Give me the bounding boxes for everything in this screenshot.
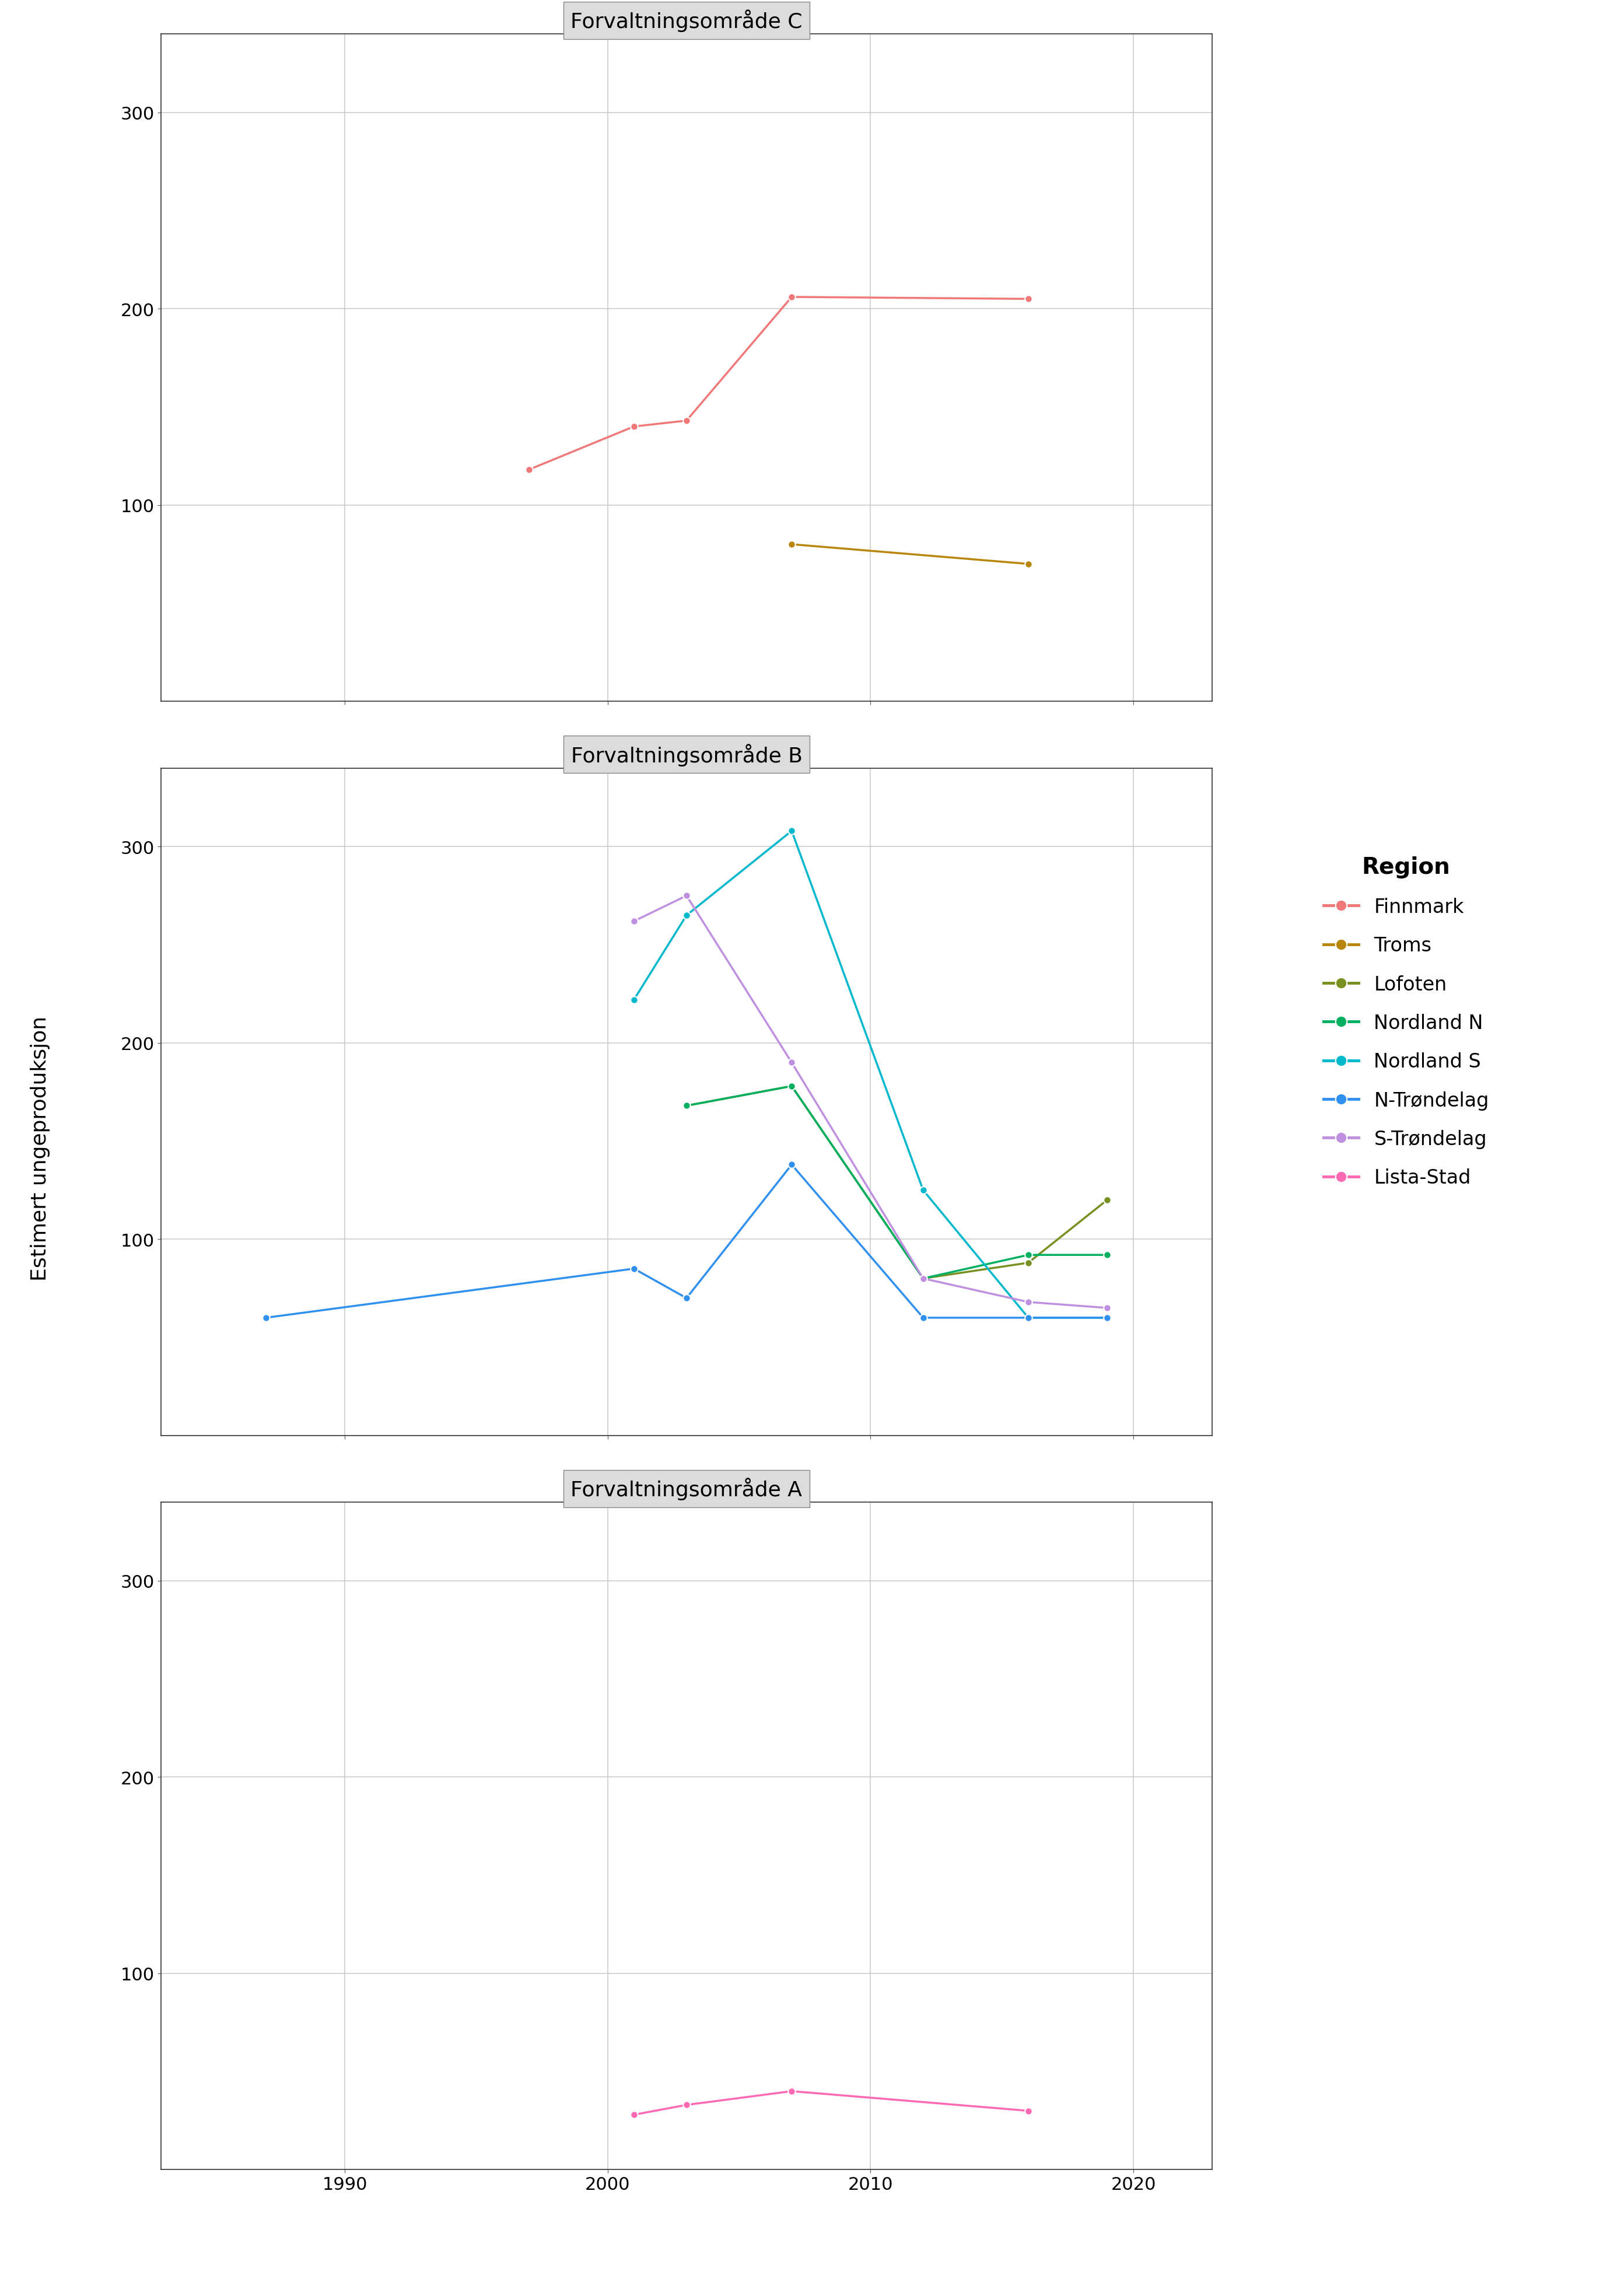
Title: Forvaltningsområde B: Forvaltningsområde B [570,744,802,767]
Text: Estimert ungeproduksjon: Estimert ungeproduksjon [31,1015,50,1281]
Title: Forvaltningsområde C: Forvaltningsområde C [570,9,802,32]
Title: Forvaltningsområde A: Forvaltningsområde A [570,1476,802,1499]
Legend: Finnmark, Troms, Lofoten, Nordland N, Nordland S, N-Trøndelag, S-Trøndelag, List: Finnmark, Troms, Lofoten, Nordland N, No… [1316,847,1496,1196]
